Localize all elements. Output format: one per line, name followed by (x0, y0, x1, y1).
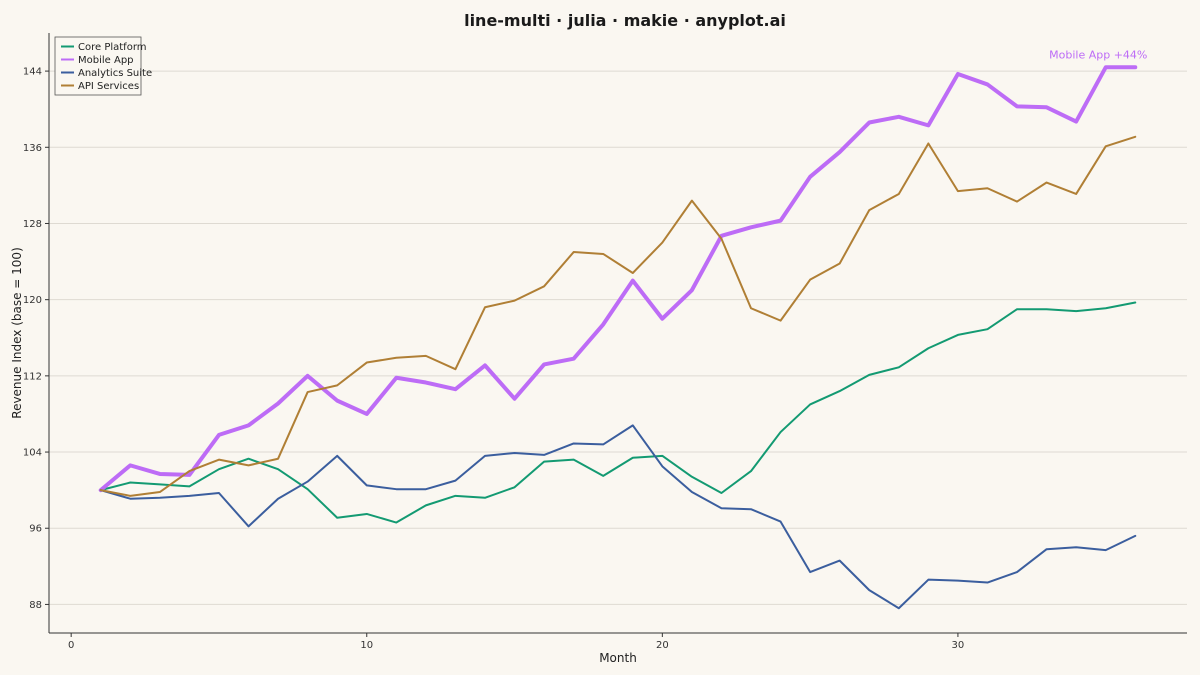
y-tick-label: 120 (23, 295, 42, 306)
legend: Core Platform Mobile App Analytics Suite AP… (54, 36, 152, 96)
x-tick-label: 20 (656, 640, 669, 651)
series-line-analytics-suite (99, 424, 1137, 610)
y-tick-label: 144 (23, 67, 42, 78)
x-axis-label: Month (599, 651, 637, 665)
y-tick-label: 104 (23, 448, 42, 459)
y-tick-label: 128 (23, 219, 42, 230)
y-tick-label: 136 (23, 143, 42, 154)
series-lines (98, 65, 1138, 610)
legend-entry: Analytics Suite (78, 68, 152, 79)
y-axis-label: Revenue Index (base = 100) (10, 247, 24, 418)
x-tick-label: 30 (952, 640, 965, 651)
x-ticks: 0 10 20 30 (68, 633, 964, 651)
annotations: Mobile App +44% (1049, 48, 1147, 61)
series-line-mobile-app (98, 65, 1138, 493)
series-line-api-services (99, 135, 1137, 497)
y-tick-label: 88 (29, 600, 42, 611)
y-tick-label: 112 (23, 371, 42, 382)
legend-entry: API Services (78, 81, 139, 92)
axes (48, 33, 1187, 634)
chart-title: line-multi · julia · makie · anyplot.ai (464, 11, 786, 30)
legend-entry: Core Platform (78, 42, 147, 53)
legend-entry: Mobile App (78, 55, 134, 66)
y-ticks: 88 96 104 112 120 128 136 144 (23, 67, 49, 611)
x-tick-label: 10 (360, 640, 373, 651)
grid-lines (49, 70, 1187, 605)
series-line-core-platform (99, 301, 1137, 524)
annotation-label: Mobile App +44% (1049, 48, 1147, 61)
x-tick-label: 0 (68, 640, 74, 651)
y-tick-label: 96 (29, 524, 42, 535)
